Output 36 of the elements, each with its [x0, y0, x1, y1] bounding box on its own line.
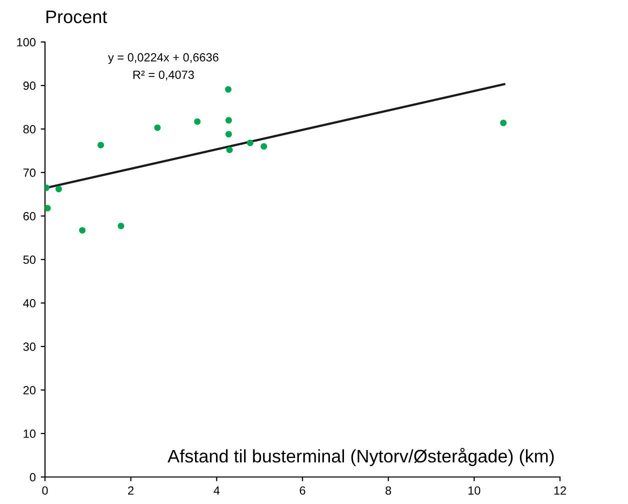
x-tick-label: 0 [42, 486, 48, 495]
y-tick-label: 0 [30, 473, 36, 482]
x-tick-label: 8 [386, 486, 392, 495]
point [154, 124, 161, 131]
point [45, 204, 51, 212]
point [246, 140, 254, 146]
y-tick-label: 50 [23, 256, 36, 264]
point [225, 130, 232, 138]
y-axis-title: Procent [46, 10, 108, 24]
x-tick-label: 2 [128, 486, 134, 495]
point [194, 118, 201, 125]
y-tick-label: 60 [23, 212, 36, 220]
y-tick-label: 30 [23, 342, 36, 351]
x-axis-title: Afstand til busterminal (Nytorv/Østerågade) (km) [168, 448, 554, 466]
point [224, 86, 232, 93]
x-tick-label: 4 [214, 486, 220, 495]
point [226, 146, 233, 154]
point [79, 227, 86, 234]
y-tick-label: 100 [17, 38, 36, 46]
y-tick-label: 10 [24, 430, 36, 438]
y-tick-label: 40 [23, 299, 36, 308]
point [98, 142, 104, 148]
point [225, 117, 232, 124]
point [55, 186, 62, 192]
x-tick-label: 10 [468, 486, 480, 495]
y-tick-label: 20 [23, 386, 36, 394]
point [500, 120, 507, 126]
annotation: R² = 0,4073 [133, 70, 194, 80]
point [118, 222, 124, 230]
y-tick-label: 80 [23, 125, 36, 134]
y-tick-label: 70 [23, 168, 36, 177]
x-tick-label: 12 [554, 486, 566, 495]
annotation: y = 0,0224x + 0,6636 [108, 53, 218, 64]
x-tick-label: 6 [300, 486, 306, 495]
point [260, 143, 268, 150]
y-tick-label: 90 [23, 82, 36, 90]
